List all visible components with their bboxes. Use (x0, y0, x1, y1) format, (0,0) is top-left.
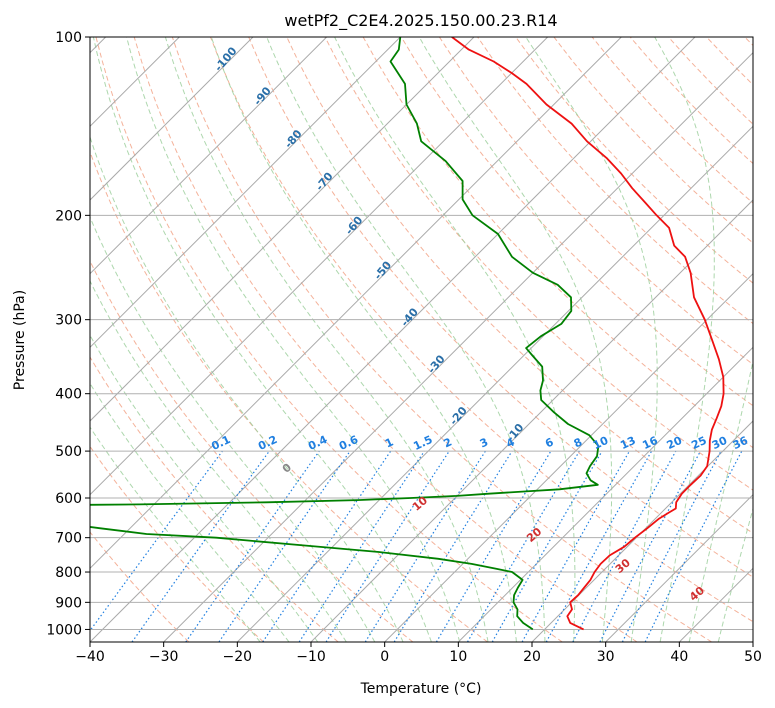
y-tick-label: 500 (55, 444, 82, 460)
moist-adiabat (90, 426, 261, 642)
y-tick-label: 900 (55, 595, 82, 611)
dry-adiabat (90, 445, 264, 642)
mixing-ratio-line (218, 450, 351, 642)
mixing-ratio-label: 16 (640, 434, 660, 452)
moist-adiabat (210, 37, 517, 642)
mixing-ratio-line (90, 450, 223, 632)
moist-adiabat (90, 135, 404, 642)
y-tick-label: 700 (55, 531, 82, 547)
mixing-ratio-line (298, 450, 425, 642)
moist-adiabat (266, 37, 546, 642)
isobars (90, 37, 753, 630)
dry-adiabat (90, 356, 339, 642)
moist-adiabat (92, 37, 432, 642)
x-tick-label: 40 (670, 649, 688, 665)
background-lines (90, 37, 753, 642)
x-axis-label: Temperature (°C) (360, 681, 482, 697)
mixing-ratio-line (131, 450, 270, 642)
moist-adiabat (654, 37, 715, 642)
y-tick-label: 100 (55, 30, 82, 46)
mixing-ratio-label: 25 (689, 434, 708, 452)
mixing-ratio-line (262, 450, 392, 642)
x-tick-label: −30 (149, 649, 179, 665)
moist-adiabat (418, 37, 613, 642)
y-axis: 100 200 300 400 500 600 700 800 900 1000 (46, 30, 90, 638)
dewpoint-profile (90, 37, 600, 631)
isotherm (531, 420, 753, 642)
dry-adiabat (210, 37, 753, 623)
dry-adiabat (133, 37, 638, 642)
dry-adiabat (438, 37, 753, 366)
isotherm (90, 37, 401, 349)
moist-adiabat (717, 506, 753, 642)
isotherm (457, 346, 753, 642)
y-axis-label: Pressure (hPa) (12, 290, 28, 390)
isotherm (384, 272, 753, 642)
dry-adiabat (90, 150, 488, 642)
x-tick-label: 20 (523, 649, 541, 665)
profile-lines (90, 37, 725, 631)
moist-adiabat (334, 37, 576, 642)
mixing-ratio-line (521, 450, 631, 642)
mixing-ratio-label: 20 (665, 434, 685, 452)
mixing-ratio-label: 10 (591, 434, 611, 452)
x-tick-label: 10 (449, 649, 467, 665)
mixing-ratio-label: 36 (731, 434, 751, 452)
mixing-ratio-line (644, 450, 743, 642)
y-tick-label: 1000 (46, 622, 82, 638)
isotherm (236, 125, 753, 642)
dry-adiabat (515, 37, 753, 284)
dry-adiabat (171, 37, 712, 642)
isotherm (90, 37, 549, 496)
moist-adiabat (90, 382, 290, 642)
y-tick-label: 600 (55, 491, 82, 507)
mixing-ratio-label: 13 (618, 434, 637, 452)
x-tick-label: −40 (75, 649, 105, 665)
isotherm (90, 37, 622, 570)
isotherm (90, 37, 328, 275)
isotherm (90, 37, 475, 422)
moist-adiabat (164, 37, 489, 642)
plot-frame (89, 36, 754, 643)
y-tick-label: 200 (55, 208, 82, 224)
y-tick-label: 400 (55, 387, 82, 403)
dry-adiabat (248, 37, 753, 578)
moist-adiabat (688, 358, 753, 642)
dry-adiabat (400, 37, 753, 407)
dry-adiabat (90, 531, 190, 642)
mixing-ratio-line (185, 450, 320, 642)
x-tick-label: −10 (296, 649, 326, 665)
isotherm (605, 493, 753, 642)
temperature-profile (451, 37, 725, 631)
dry-adiabat (95, 37, 563, 642)
x-tick-label: −20 (223, 649, 253, 665)
y-tick-label: 800 (55, 565, 82, 581)
isotherm (90, 37, 254, 201)
mixing-ratio-line (325, 450, 450, 642)
y-tick-label: 300 (55, 313, 82, 329)
isotherm (310, 199, 753, 642)
moist-adiabat (90, 334, 319, 642)
isotherm (90, 37, 696, 642)
x-axis: −40 −30 −20 −10 0 10 20 30 40 50 (75, 642, 762, 665)
x-tick-label: 50 (744, 649, 762, 665)
dry-adiabat (324, 37, 753, 491)
chart-title: wetPf2_C2E4.2025.150.00.23.R14 (284, 11, 557, 31)
moist-adiabat (525, 37, 658, 642)
moist-adiabat (126, 37, 461, 642)
x-tick-label: 30 (597, 649, 615, 665)
moist-adiabat (90, 215, 376, 642)
mixing-ratio-line (545, 450, 653, 642)
mixing-ratio-line (572, 450, 677, 642)
mixing-ratio-label: 30 (710, 434, 730, 452)
x-tick-label: 0 (380, 649, 389, 665)
